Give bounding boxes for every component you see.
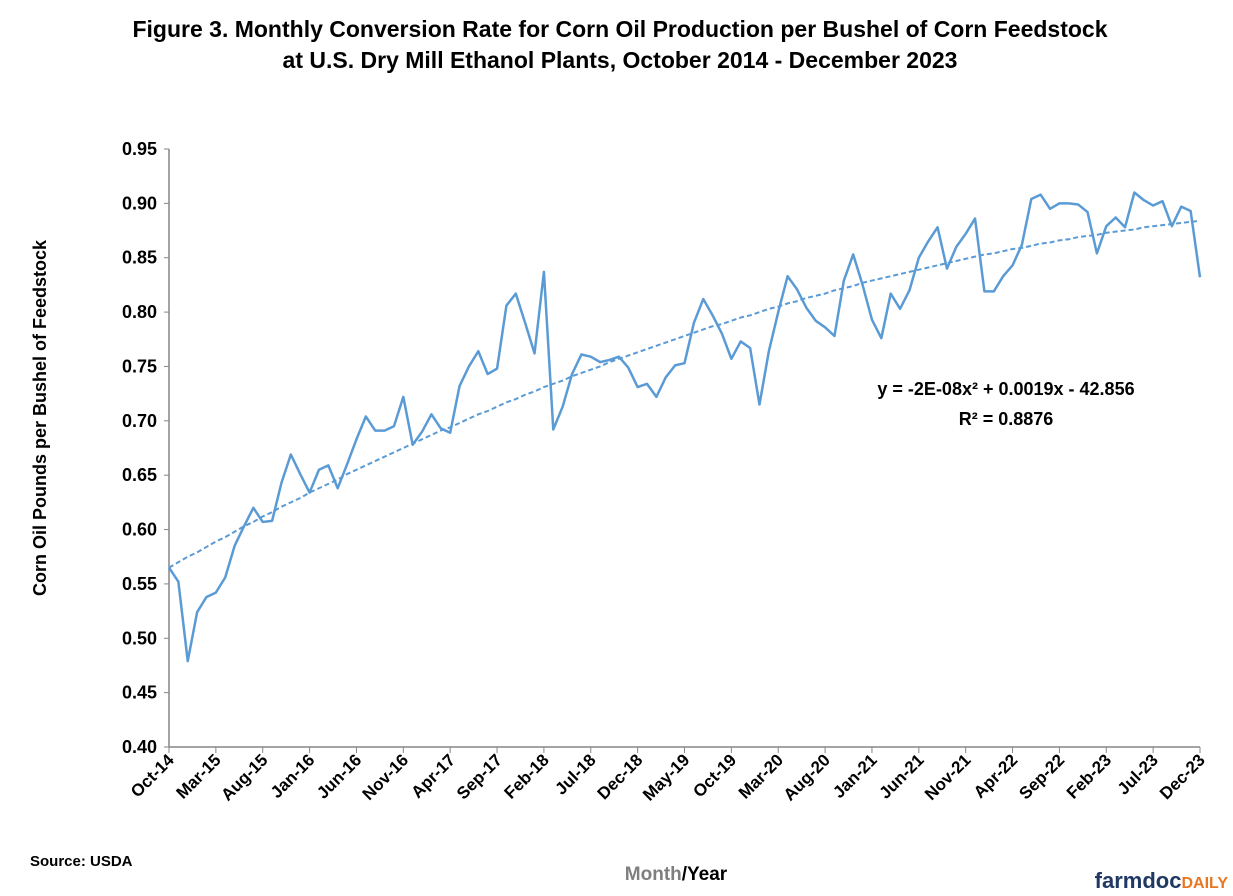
y-tick-label: 0.50 xyxy=(122,628,157,648)
x-axis-label-part: /Year xyxy=(682,864,728,885)
x-tick-label: Apr-17 xyxy=(407,750,459,802)
x-tick-label: Dec-23 xyxy=(1156,750,1209,803)
trend-equation: y = -2E-08x² + 0.0019x - 42.856 xyxy=(877,379,1134,399)
x-tick-label: Nov-21 xyxy=(921,750,975,804)
x-tick-label: Sep-17 xyxy=(453,750,506,803)
x-tick-label: Nov-16 xyxy=(359,750,413,804)
x-tick-label: Oct-14 xyxy=(127,750,178,801)
logo-part: DAILY xyxy=(1181,875,1228,892)
x-axis-label: Month/Year xyxy=(625,864,728,885)
logo-part: farmdoc xyxy=(1095,868,1182,893)
y-tick-label: 0.95 xyxy=(122,139,157,159)
y-axis-label: Corn Oil Pounds per Bushel of Feedstock xyxy=(30,239,50,596)
x-tick-label: Aug-20 xyxy=(780,750,834,804)
x-tick-label: May-19 xyxy=(639,750,693,804)
x-tick-label: Mar-15 xyxy=(172,750,224,802)
y-tick-label: 0.70 xyxy=(122,411,157,431)
x-tick-label: Jan-21 xyxy=(829,750,881,802)
x-tick-label: Jul-18 xyxy=(551,750,599,798)
x-tick-label: Oct-19 xyxy=(689,750,740,801)
y-tick-label: 0.90 xyxy=(122,193,157,213)
x-tick-label: Sep-22 xyxy=(1015,750,1068,803)
y-tick-label: 0.65 xyxy=(122,465,157,485)
y-tick-label: 0.40 xyxy=(122,737,157,757)
x-tick-label: Mar-20 xyxy=(735,750,787,802)
x-tick-label: Apr-22 xyxy=(970,750,1022,802)
source: Source: USDA xyxy=(30,853,133,870)
x-tick-label: Jun-16 xyxy=(313,750,365,802)
y-tick-label: 0.85 xyxy=(122,248,157,268)
trend-line xyxy=(168,219,1201,569)
logo: farmdocDAILY xyxy=(1095,868,1229,893)
y-tick-label: 0.60 xyxy=(122,520,157,540)
y-tick-label: 0.55 xyxy=(122,574,157,594)
y-tick-label: 0.80 xyxy=(122,302,157,322)
y-tick-label: 0.75 xyxy=(122,356,157,376)
x-tick-label: Feb-18 xyxy=(501,750,553,802)
x-tick-label: Jun-21 xyxy=(875,750,927,802)
x-tick-label: Jul-23 xyxy=(1114,750,1162,798)
x-tick-label: Jan-16 xyxy=(267,750,319,802)
x-tick-label: Dec-18 xyxy=(594,750,647,803)
y-tick-label: 0.45 xyxy=(122,683,157,703)
x-axis-label-part: Month xyxy=(625,864,682,885)
r-squared: R² = 0.8876 xyxy=(959,409,1054,429)
chart-title: Figure 3. Monthly Conversion Rate for Co… xyxy=(132,16,1108,73)
x-tick-label: Aug-15 xyxy=(217,750,271,804)
x-tick-label: Feb-23 xyxy=(1063,750,1115,802)
data-line xyxy=(167,191,1202,663)
